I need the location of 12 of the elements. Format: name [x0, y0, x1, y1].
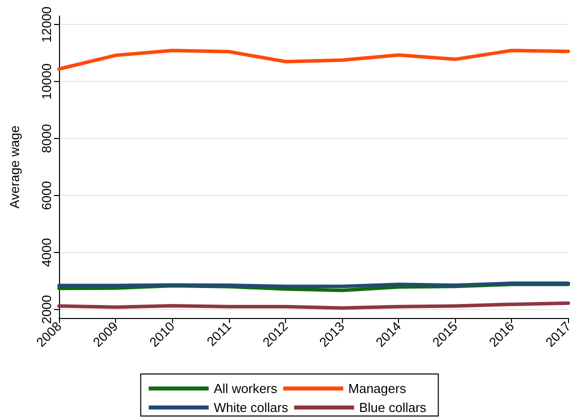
- y-tick-label: 6000: [39, 181, 54, 210]
- y-tick-label: 8000: [39, 124, 54, 153]
- y-axis-title: Average wage: [7, 126, 22, 208]
- y-tick-label: 12000: [39, 6, 54, 43]
- legend-label: White collars: [214, 400, 289, 415]
- y-tick-label: 2000: [39, 294, 54, 324]
- line-series: [57, 48, 570, 71]
- legend-label: All workers: [214, 381, 278, 396]
- y-tick-label: 10000: [39, 63, 54, 100]
- legend-label: Blue collars: [359, 400, 427, 415]
- y-tick-label: 4000: [39, 238, 54, 267]
- legend-label: Managers: [348, 381, 407, 396]
